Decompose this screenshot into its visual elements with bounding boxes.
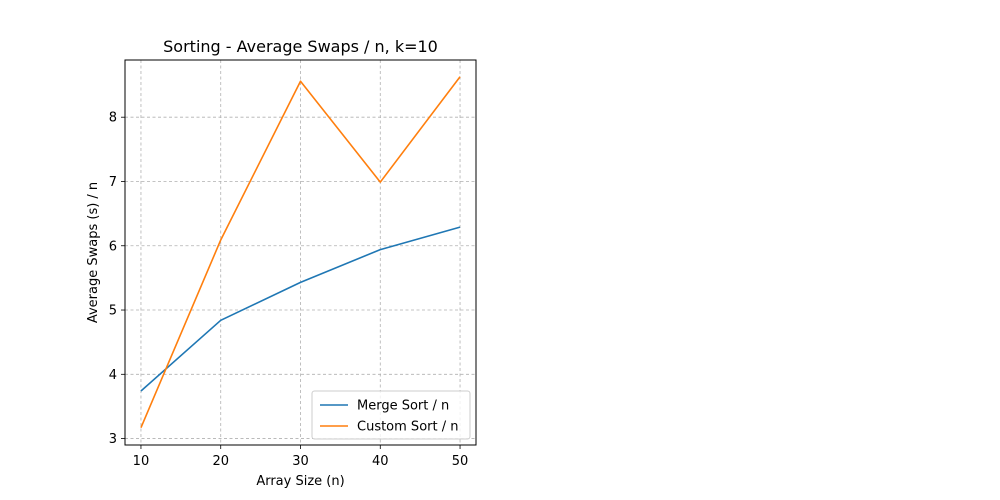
- legend: Merge Sort / n Custom Sort / n: [311, 390, 471, 440]
- y-tick-label: 5: [109, 304, 117, 319]
- y-axis: 3 4 5 6 7 8: [109, 111, 125, 447]
- x-tick-label: 30: [292, 454, 309, 469]
- y-tick-label: 8: [109, 111, 117, 126]
- series-line-0: [140, 226, 461, 392]
- series-line-1: [140, 76, 461, 428]
- legend-box: [311, 390, 471, 440]
- x-axis-label: Array Size (n): [256, 474, 344, 489]
- x-tick-label: 50: [452, 454, 469, 469]
- x-axis: 10 20 30 40 50: [133, 445, 469, 469]
- x-tick-label: 20: [212, 454, 229, 469]
- legend-label: Merge Sort / n: [357, 399, 449, 414]
- plot-area: [140, 76, 461, 428]
- y-tick-label: 4: [109, 368, 117, 383]
- y-tick-label: 3: [109, 432, 117, 447]
- x-tick-label: 10: [133, 454, 150, 469]
- y-axis-label: Average Swaps (s) / n: [86, 182, 101, 323]
- x-tick-label: 40: [372, 454, 389, 469]
- y-tick-label: 6: [109, 239, 117, 254]
- y-tick-label: 7: [109, 175, 117, 190]
- chart-title: Sorting - Average Swaps / n, k=10: [163, 37, 438, 56]
- legend-label: Custom Sort / n: [357, 420, 458, 435]
- grid-lines: [125, 60, 476, 445]
